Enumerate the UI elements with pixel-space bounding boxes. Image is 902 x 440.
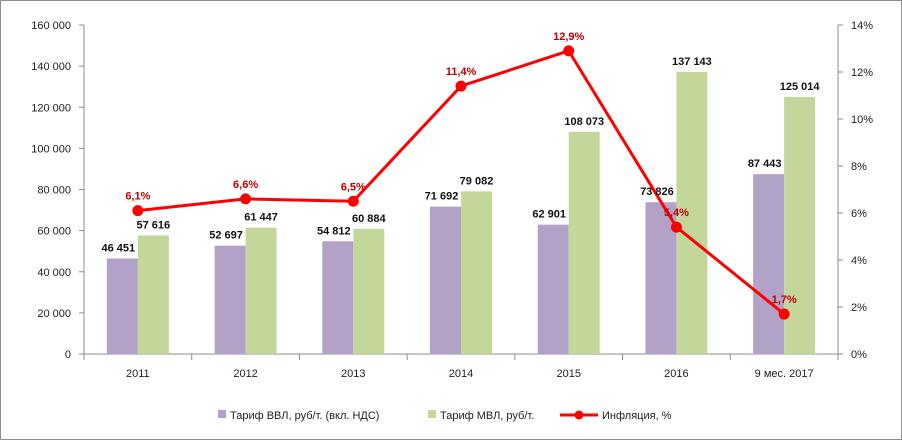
y-right-tick-label: 2% <box>851 302 867 314</box>
bar-value-label: 57 616 <box>137 220 171 232</box>
bar-mvl <box>676 71 708 355</box>
bar-vvl <box>106 258 138 354</box>
inflation-marker <box>563 45 575 57</box>
inflation-marker <box>778 308 790 320</box>
bar-mvl <box>461 191 492 354</box>
legend-label: Инфляция, % <box>602 410 672 422</box>
inflation-marker <box>240 193 252 205</box>
y-left-tick-label: 80 000 <box>37 185 71 197</box>
bar-value-label: 60 884 <box>352 213 387 225</box>
line-layer <box>132 45 790 320</box>
bar-value-label: 71 692 <box>425 191 459 203</box>
y-left-tick-label: 140 000 <box>31 61 71 73</box>
legend-label: Тариф МВЛ, руб/т. <box>440 410 534 422</box>
y-right-tick-label: 10% <box>851 114 873 126</box>
inflation-value-label: 6,6% <box>233 179 258 191</box>
bar-value-label: 87 443 <box>748 158 782 170</box>
legend-label: Тариф ВВЛ, руб/т. (вкл. НДС) <box>230 410 379 422</box>
bar-value-label: 52 697 <box>209 230 243 242</box>
bar-mvl <box>137 235 169 354</box>
inflation-marker <box>670 221 682 233</box>
inflation-marker <box>455 80 467 92</box>
bar-value-label: 79 082 <box>460 175 494 187</box>
y-left-tick-label: 60 000 <box>37 226 71 238</box>
x-tick-label: 2014 <box>449 368 473 380</box>
inflation-value-label: 12,9% <box>553 31 584 43</box>
legend-marker-swatch <box>574 410 584 420</box>
bar-vvl <box>322 241 354 354</box>
inflation-value-label: 5,4% <box>664 207 689 219</box>
y-right-tick-label: 6% <box>851 208 867 220</box>
bar-vvl <box>537 224 569 354</box>
y-left-tick-label: 20 000 <box>37 308 71 320</box>
inflation-value-label: 6,5% <box>341 181 366 193</box>
y-right-tick-label: 8% <box>851 161 867 173</box>
x-tick-label: 2011 <box>126 368 150 380</box>
y-left-tick-label: 120 000 <box>31 102 71 114</box>
legend-swatch <box>428 410 436 418</box>
bar-mvl <box>568 131 600 354</box>
bar-value-label: 108 073 <box>564 116 604 128</box>
bars-layer <box>106 71 816 355</box>
inflation-marker <box>132 205 144 217</box>
inflation-value-label: 6,1% <box>125 191 150 203</box>
bar-value-label: 62 901 <box>532 209 566 221</box>
bar-mvl <box>353 228 385 354</box>
inflation-value-label: 1,7% <box>772 294 797 306</box>
y-right-tick-label: 4% <box>851 255 867 267</box>
bar-vvl <box>214 245 246 354</box>
bar-mvl <box>245 227 277 354</box>
x-tick-label: 2015 <box>556 368 580 380</box>
bar-value-label: 125 014 <box>780 81 821 93</box>
x-tick-label: 9 мес. 2017 <box>755 368 814 380</box>
x-tick-label: 2016 <box>664 368 688 380</box>
x-tick-label: 2012 <box>233 368 257 380</box>
y-left-tick-label: 160 000 <box>31 20 71 32</box>
bar-value-label: 73 826 <box>640 186 674 198</box>
axes: 0 20 000 40 000 60 000 80 000 100 000 120 000 1… <box>31 20 873 380</box>
y-right-tick-label: 0% <box>851 349 867 361</box>
bar-value-label: 54 812 <box>317 225 351 237</box>
y-left-tick-label: 0 <box>65 349 71 361</box>
y-left-tick-label: 100 000 <box>31 143 71 155</box>
y-right-tick-label: 12% <box>851 67 873 79</box>
inflation-value-label: 11,4% <box>446 66 477 78</box>
bar-mvl <box>784 96 816 354</box>
legend-swatch <box>218 410 226 418</box>
bar-value-label: 137 143 <box>672 56 712 68</box>
bar-value-label: 46 451 <box>102 242 136 254</box>
data-labels-layer: 46 451 52 697 54 812 71 692 62 901 73 826 87 4… <box>102 31 821 306</box>
y-right-tick-label: 14% <box>851 20 873 32</box>
x-tick-label: 2013 <box>341 368 365 380</box>
bar-vvl <box>753 174 785 354</box>
inflation-marker <box>347 195 359 207</box>
bar-value-label: 61 447 <box>244 212 278 224</box>
legend: Тариф ВВЛ, руб/т. (вкл. НДС) Тариф МВЛ, р… <box>218 410 672 422</box>
y-left-tick-label: 40 000 <box>37 267 71 279</box>
bar-vvl <box>430 206 461 354</box>
